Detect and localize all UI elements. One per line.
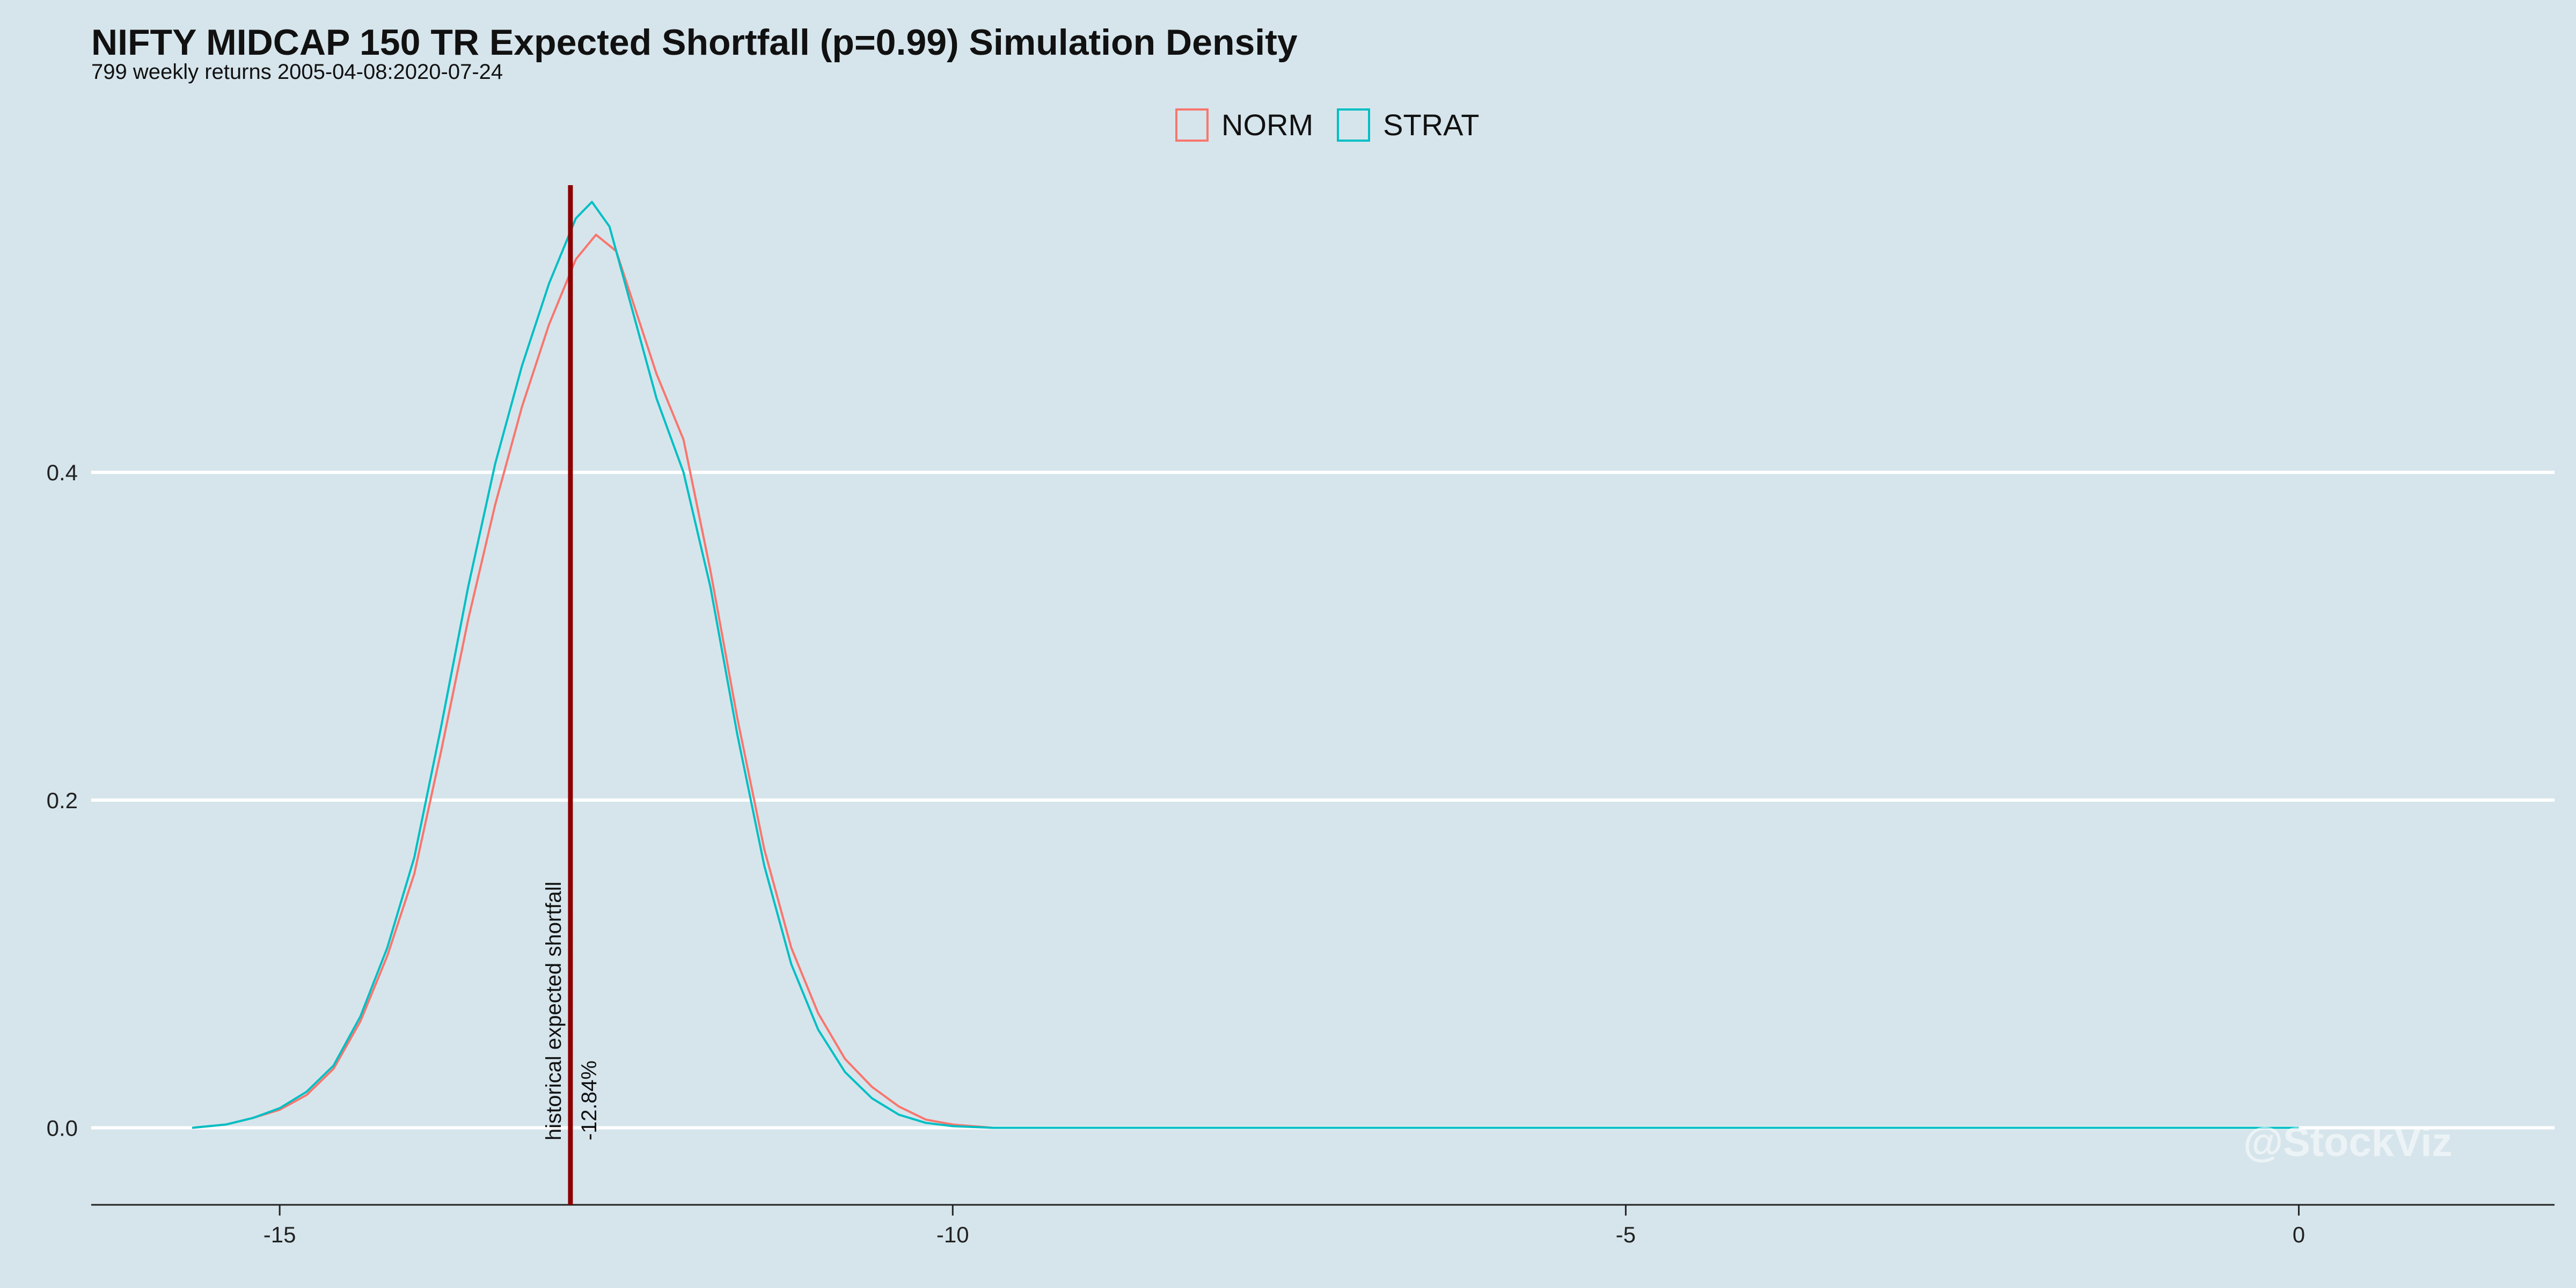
legend-label-strat: STRAT: [1383, 108, 1480, 142]
legend-label-norm: NORM: [1221, 108, 1314, 142]
x-tick-label: -5: [1616, 1222, 1636, 1247]
x-tick-label: -15: [264, 1222, 296, 1247]
density-line-norm: [192, 233, 2299, 1129]
legend-swatch-strat: [1337, 108, 1371, 142]
y-tick-label: 0.2: [47, 788, 78, 813]
density-line-strat: [192, 201, 2299, 1129]
x-tick-label: -10: [936, 1222, 969, 1247]
legend-swatch-norm: [1175, 108, 1209, 142]
y-tick-label: 0.4: [47, 460, 78, 485]
chart-title: NIFTY MIDCAP 150 TR Expected Shortfall (…: [91, 22, 1298, 63]
y-tick-label: 0.0: [47, 1115, 78, 1140]
x-tick-label: 0: [2293, 1222, 2305, 1247]
chart-subtitle: 799 weekly returns 2005-04-08:2020-07-24: [91, 60, 503, 84]
legend: NORM STRAT: [1175, 107, 1490, 142]
legend-item-strat[interactable]: STRAT: [1337, 107, 1480, 142]
expected-shortfall-label: historical expected shortfall: [542, 882, 566, 1140]
watermark: @StockViz: [2243, 1119, 2453, 1165]
legend-item-norm[interactable]: NORM: [1175, 107, 1313, 142]
expected-shortfall-value: -12.84%: [577, 1060, 601, 1140]
